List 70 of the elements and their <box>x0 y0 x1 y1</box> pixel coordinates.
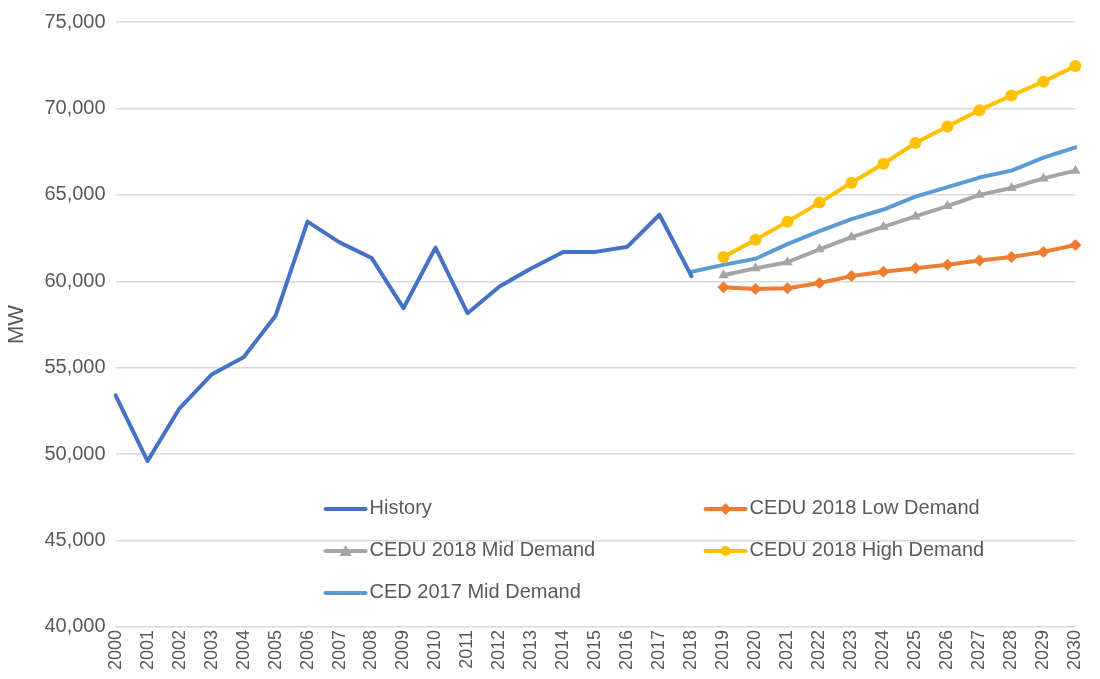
y-tick-label: 65,000 <box>44 182 106 205</box>
point <box>813 277 826 289</box>
point <box>845 270 858 283</box>
x-tick-label: 2029 <box>1032 629 1053 670</box>
x-tick-label: 2000 <box>104 629 125 670</box>
y-tick-label: 75,000 <box>44 9 106 32</box>
point <box>941 120 954 133</box>
point <box>717 251 730 264</box>
x-tick-label: 2012 <box>488 629 509 670</box>
x-tick-label: 2020 <box>744 629 765 670</box>
x-tick-label: 2002 <box>168 629 189 670</box>
y-tick-label: 55,000 <box>44 355 106 378</box>
y-tick-label: 45,000 <box>44 528 106 551</box>
y-tick-label: 50,000 <box>44 441 106 464</box>
x-tick-label: 2015 <box>584 629 605 670</box>
x-tick-label: 2014 <box>552 629 573 670</box>
point <box>749 233 762 246</box>
x-tick-label: 2025 <box>904 629 925 670</box>
legend-label: CEDU 2018 High Demand <box>749 538 985 561</box>
x-tick-label: 2022 <box>808 629 829 670</box>
x-tick-label: 2030 <box>1064 629 1085 670</box>
point <box>1070 164 1081 174</box>
point <box>813 196 826 209</box>
x-tick-label: 2006 <box>296 629 317 670</box>
point <box>910 210 921 220</box>
x-tick-label: 2016 <box>616 629 637 670</box>
x-tick-label: 2001 <box>136 629 157 670</box>
x-tick-label: 2028 <box>1000 629 1021 670</box>
x-tick-label: 2003 <box>200 629 221 670</box>
x-tick-label: 2026 <box>936 629 957 670</box>
x-tick-label: 2024 <box>872 629 893 670</box>
point <box>1037 75 1050 88</box>
point <box>1005 251 1018 264</box>
x-tick-label: 2005 <box>264 629 285 670</box>
y-tick-label: 40,000 <box>44 614 106 637</box>
point <box>909 262 922 275</box>
x-tick-label: 2007 <box>328 629 349 670</box>
legend-label: CEDU 2018 Low Demand <box>749 496 980 519</box>
point <box>973 104 986 117</box>
point <box>781 215 794 228</box>
x-tick-label: 2013 <box>520 629 541 670</box>
legend-label: CEDU 2018 Mid Demand <box>369 538 596 561</box>
point <box>877 157 890 170</box>
point <box>845 176 858 189</box>
y-tick-label: 60,000 <box>44 268 106 291</box>
legend-label: History <box>369 496 432 519</box>
point <box>1005 89 1018 102</box>
x-tick-label: 2010 <box>424 629 445 670</box>
y-tick-label: 70,000 <box>44 95 106 118</box>
x-tick-label: 2018 <box>680 629 701 670</box>
point <box>1069 60 1082 73</box>
x-tick-label: 2011 <box>456 629 477 669</box>
legend-label: CED 2017 Mid Demand <box>369 580 581 603</box>
x-tick-label: 2021 <box>776 629 797 670</box>
x-tick-label: 2004 <box>232 629 253 670</box>
y-axis-title: MW <box>3 304 29 345</box>
point <box>1006 181 1017 191</box>
x-tick-label: 2027 <box>968 629 989 670</box>
point <box>718 269 729 279</box>
point <box>750 262 761 272</box>
x-tick-label: 2019 <box>712 629 733 670</box>
point <box>782 256 793 266</box>
x-tick-label: 2008 <box>360 629 381 670</box>
x-tick-label: 2023 <box>840 629 861 670</box>
point <box>781 282 794 295</box>
point <box>909 136 922 149</box>
x-tick-label: 2009 <box>392 629 413 670</box>
point <box>1069 238 1082 251</box>
point <box>1037 245 1050 258</box>
x-tick-label: 2017 <box>648 629 669 670</box>
